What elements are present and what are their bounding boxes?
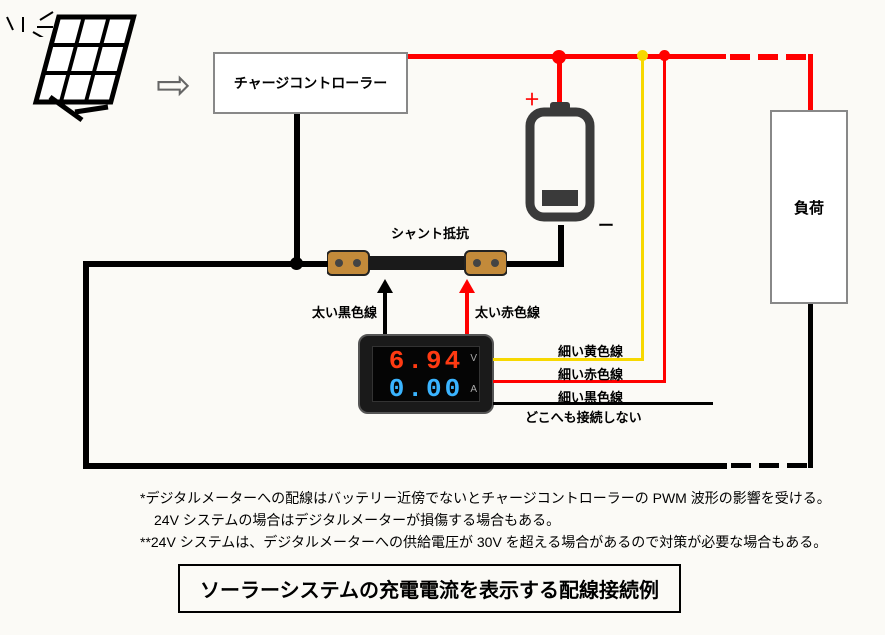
note-1: *デジタルメーターへの配線はバッテリー近傍でないとチャージコントローラーの PW… [140,488,831,508]
note-2: 24V システムの場合はデジタルメーターが損傷する場合もある。 [140,510,560,530]
wire-batt-neg-h [503,261,564,267]
solar-panel-icon [30,12,140,127]
wire-thin-yellow-v [641,54,644,361]
label-thick-red: 太い赤色線 [475,302,540,321]
wire-red-dash [730,54,806,60]
charge-controller-label: チャージコントローラー [234,73,388,93]
shunt-label: シャント抵抗 [391,223,469,242]
meter-a-unit: A [470,384,477,395]
label-thin-black-b: どこへも接続しない [525,407,642,426]
wire-thin-red-v [663,54,666,383]
label-thin-black-a: 細い黒色線 [558,387,623,406]
wire-t-right [83,261,297,267]
battery-icon [520,100,600,230]
meter-current: 0.00 [373,375,479,403]
shunt-icon [327,245,507,285]
wire-down-main [83,261,89,468]
digital-meter: 6.94 0.00 V A [358,334,494,414]
wire-red-top [408,54,726,59]
junction-red [552,50,566,64]
charge-controller-box: チャージコントローラー [213,52,408,114]
wire-bottom-main [83,463,727,469]
label-thin-yellow: 細い黄色線 [558,341,623,360]
junction-yellow [637,50,648,61]
wire-load-neg [808,302,813,468]
wire-black-dash [731,463,807,468]
arrow-icon: ⇨ [156,60,191,109]
load-box: 負荷 [770,110,848,304]
meter-voltage: 6.94 [373,347,479,375]
label-thin-red: 細い赤色線 [558,364,623,383]
junction-thinred [659,50,670,61]
title-box: ソーラーシステムの充電電流を表示する配線接続例 [178,564,681,613]
meter-v-unit: V [470,353,477,364]
note-3: **24V システムは、デジタルメーターへの供給電圧が 30V を超える場合があ… [140,532,827,552]
junction-black-1 [290,257,303,270]
wire-red-load-down [808,54,813,112]
label-thick-black: 太い黒色線 [312,302,377,321]
load-label: 負荷 [794,197,824,218]
minus-label: ー [598,212,614,236]
wire-cc-down [294,114,300,267]
